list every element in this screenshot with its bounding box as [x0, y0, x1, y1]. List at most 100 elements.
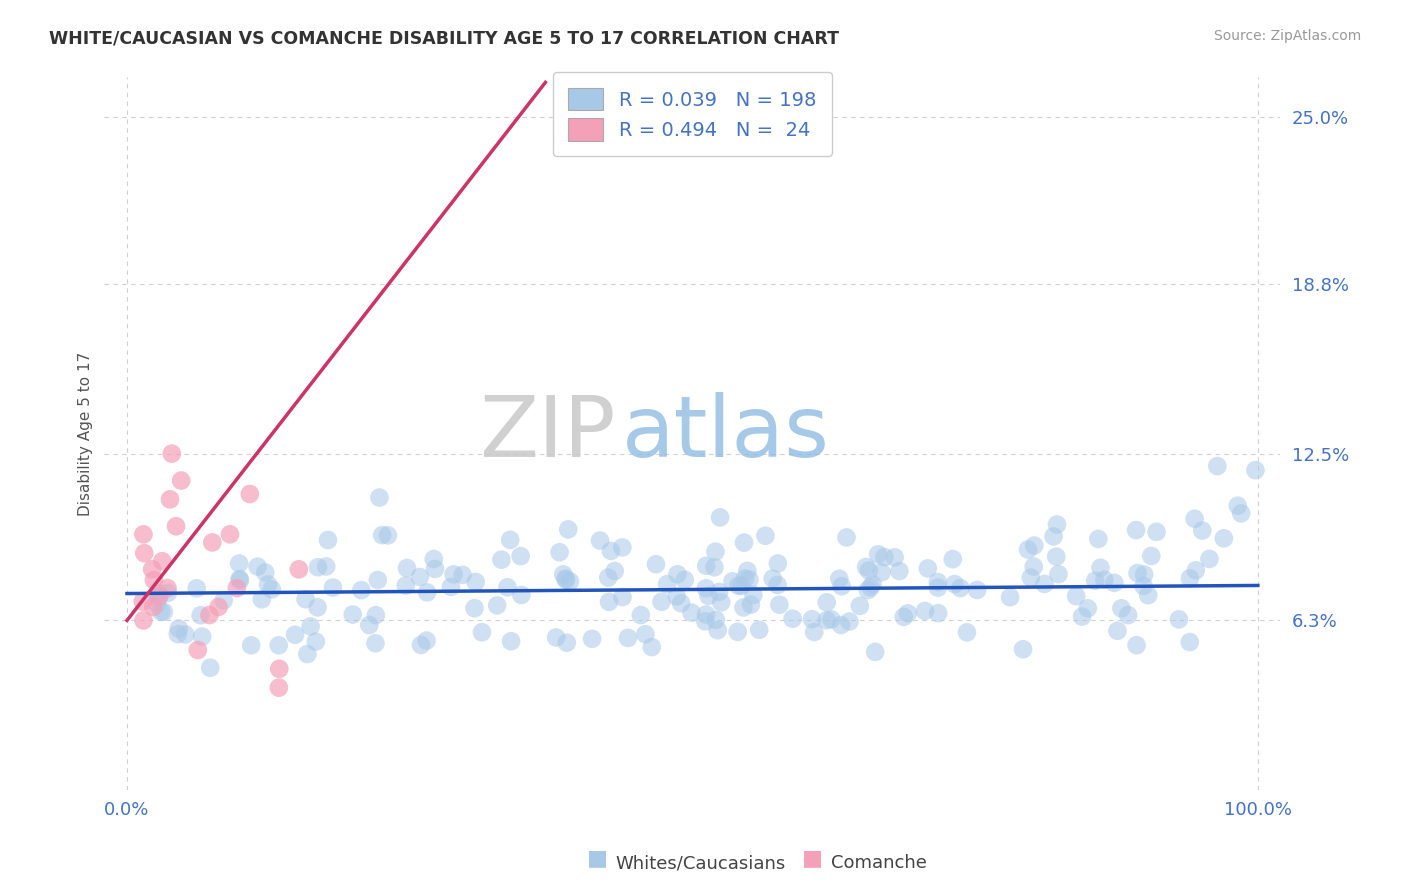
Point — [630, 608, 652, 623]
Point — [917, 561, 939, 575]
Point — [1047, 567, 1070, 582]
Point — [897, 607, 920, 621]
Point — [1012, 642, 1035, 657]
Point — [257, 577, 280, 591]
Point — [156, 581, 179, 595]
Point — [1017, 542, 1039, 557]
Text: Whites/Caucasians: Whites/Caucasians — [616, 855, 786, 872]
Point — [239, 487, 262, 501]
Point — [501, 634, 523, 648]
Point — [1191, 524, 1213, 538]
Point — [998, 591, 1021, 605]
Point — [150, 605, 173, 619]
Point — [617, 631, 640, 645]
Point — [709, 510, 731, 524]
Point — [870, 566, 893, 580]
Legend: R = 0.039   N = 198, R = 0.494   N =  24: R = 0.039 N = 198, R = 0.494 N = 24 — [553, 72, 832, 156]
Point — [831, 579, 853, 593]
Point — [142, 573, 165, 587]
Point — [815, 613, 838, 627]
Point — [1071, 609, 1094, 624]
Point — [440, 580, 463, 594]
Point — [132, 594, 155, 608]
Point — [443, 567, 465, 582]
Point — [883, 550, 905, 565]
Point — [142, 599, 165, 614]
Point — [738, 573, 761, 587]
Point — [612, 590, 634, 604]
Point — [553, 567, 575, 582]
Point — [509, 549, 531, 563]
Point — [727, 579, 749, 593]
Point — [695, 615, 717, 629]
Y-axis label: Disability Age 5 to 17: Disability Age 5 to 17 — [79, 351, 93, 516]
Point — [943, 577, 966, 591]
Point — [697, 589, 720, 603]
Point — [1019, 570, 1042, 584]
Point — [1104, 575, 1126, 590]
Text: atlas: atlas — [621, 392, 830, 475]
Text: ■: ■ — [803, 848, 823, 868]
Point — [1140, 549, 1163, 563]
Point — [284, 628, 307, 642]
Point — [1087, 532, 1109, 546]
Point — [187, 643, 209, 657]
Point — [1033, 577, 1056, 591]
Point — [730, 579, 752, 593]
Point — [1092, 573, 1115, 587]
Point — [364, 608, 387, 623]
Point — [581, 632, 603, 646]
Point — [650, 595, 672, 609]
Point — [219, 527, 242, 541]
Point — [491, 552, 513, 566]
Point — [600, 544, 623, 558]
Point — [645, 558, 668, 572]
Point — [225, 581, 247, 595]
Point — [1126, 566, 1149, 580]
Point — [148, 589, 170, 603]
Point — [710, 595, 733, 609]
Text: WHITE/CAUCASIAN VS COMANCHE DISABILITY AGE 5 TO 17 CORRELATION CHART: WHITE/CAUCASIAN VS COMANCHE DISABILITY A… — [49, 29, 839, 47]
Point — [499, 533, 522, 547]
Point — [695, 582, 717, 596]
Point — [768, 598, 790, 612]
Point — [212, 593, 235, 607]
Point — [612, 541, 634, 555]
Point — [423, 552, 446, 566]
Point — [150, 554, 173, 568]
Point — [395, 561, 418, 575]
Point — [1125, 638, 1147, 652]
Point — [665, 589, 688, 603]
Point — [240, 638, 263, 652]
Point — [159, 492, 181, 507]
Point — [1212, 532, 1234, 546]
Point — [297, 647, 319, 661]
Point — [748, 623, 770, 637]
Point — [634, 627, 657, 641]
Point — [153, 605, 176, 619]
Point — [496, 580, 519, 594]
Point — [148, 591, 170, 605]
Point — [371, 528, 394, 542]
Point — [830, 618, 852, 632]
Point — [190, 608, 212, 623]
Point — [546, 631, 568, 645]
Point — [856, 583, 879, 598]
Point — [315, 559, 337, 574]
Point — [316, 533, 339, 547]
Point — [1137, 588, 1160, 602]
Point — [359, 618, 381, 632]
Point — [703, 560, 725, 574]
Point — [681, 606, 703, 620]
Point — [229, 574, 252, 588]
Point — [246, 559, 269, 574]
Point — [1133, 567, 1156, 582]
Text: ZIP: ZIP — [479, 392, 616, 475]
Point — [669, 596, 692, 610]
Point — [167, 622, 190, 636]
Point — [409, 570, 432, 584]
Point — [873, 550, 896, 565]
Point — [260, 582, 283, 597]
Point — [471, 625, 494, 640]
Point — [463, 601, 485, 615]
